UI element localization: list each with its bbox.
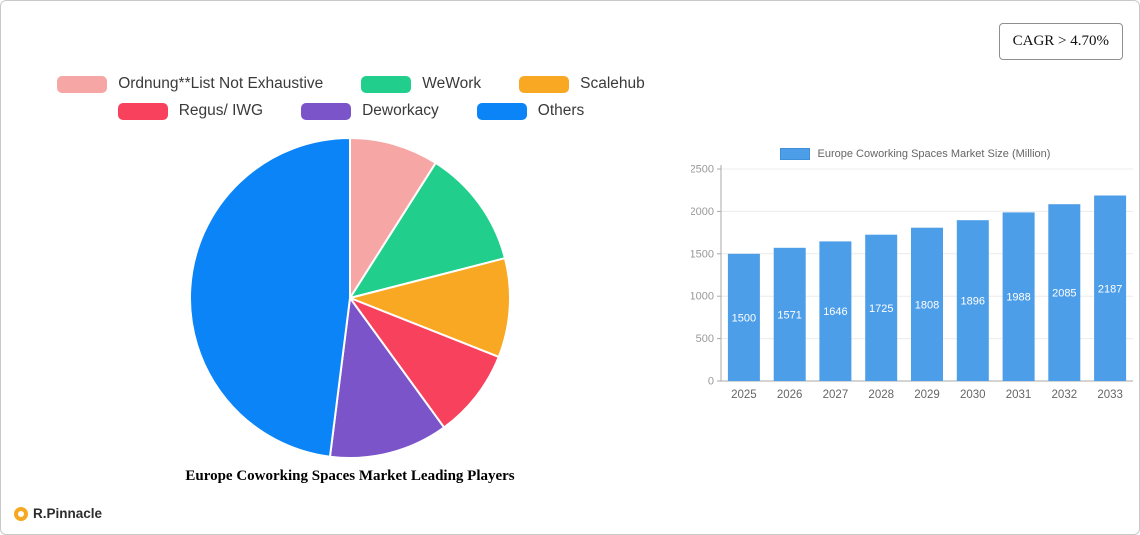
bar-2028 bbox=[865, 234, 898, 381]
bar-2033 bbox=[1094, 195, 1127, 381]
x-tick-label-2030: 2030 bbox=[960, 389, 986, 401]
legend-label-regus-iwg: Regus/ IWG bbox=[178, 102, 264, 119]
legend-label-ordnung-list-not-exhaustive: Ordnung**List Not Exhaustive bbox=[118, 75, 324, 92]
bar-value-label-2030: 1896 bbox=[961, 296, 985, 308]
x-tick-label-2027: 2027 bbox=[823, 389, 849, 401]
x-tick-label-2031: 2031 bbox=[1006, 389, 1032, 401]
x-tick-label-2032: 2032 bbox=[1052, 389, 1078, 401]
y-tick-label-0: 0 bbox=[708, 376, 714, 388]
legend-label-deworkacy: Deworkacy bbox=[362, 102, 439, 119]
pie-chart-title: Europe Coworking Spaces Market Leading P… bbox=[185, 468, 515, 484]
brand-logo-text: R.Pinnacle bbox=[33, 506, 103, 521]
bar-value-label-2026: 1571 bbox=[777, 309, 801, 321]
y-tick-label-2000: 2000 bbox=[691, 206, 714, 218]
legend-item-scalehub: Scalehub bbox=[519, 75, 645, 93]
pie-slice-others bbox=[188, 137, 351, 458]
pie-chart bbox=[188, 137, 511, 460]
y-tick-label-1500: 1500 bbox=[691, 248, 714, 260]
y-tick-label-1000: 1000 bbox=[691, 291, 714, 303]
bar-value-label-2033: 2187 bbox=[1098, 283, 1122, 295]
bar-2025 bbox=[727, 253, 760, 381]
cagr-badge: CAGR > 4.70% bbox=[998, 23, 1123, 60]
pie-slice-regus-iwg bbox=[349, 297, 500, 429]
legend-swatch-wework bbox=[361, 75, 412, 93]
bar-legend-swatch bbox=[779, 148, 810, 160]
legend-label-scalehub: Scalehub bbox=[580, 75, 645, 92]
bar-value-label-2029: 1808 bbox=[915, 299, 939, 311]
bar-2029 bbox=[911, 227, 943, 381]
bar-2026 bbox=[773, 247, 806, 381]
brand-logo: R.Pinnacle bbox=[14, 506, 102, 521]
bar-value-label-2032: 2085 bbox=[1052, 288, 1076, 300]
bar-value-label-2031: 1988 bbox=[1006, 292, 1030, 304]
y-tick-label-2500: 2500 bbox=[691, 164, 714, 176]
legend-label-others: Others bbox=[537, 102, 585, 119]
pie-legend-row-1: Ordnung**List Not Exhaustive WeWork Scaleh… bbox=[1, 75, 701, 93]
bar-2032 bbox=[1048, 204, 1081, 381]
legend-item-wework: WeWork bbox=[361, 75, 481, 93]
x-tick-label-2026: 2026 bbox=[777, 389, 803, 401]
bar-value-label-2025: 1500 bbox=[732, 312, 756, 324]
brand-logo-icon bbox=[14, 506, 28, 521]
x-tick-label-2029: 2029 bbox=[914, 389, 940, 401]
legend-swatch-ordnung-list-not-exhaustive bbox=[57, 75, 108, 93]
bar-chart: 0 500 1000 1500 2000 2500 1500 2025 1571 2026 1646… bbox=[691, 164, 1133, 401]
bar-chart-legend: Europe Coworking Spaces Market Size (Mil… bbox=[691, 148, 1139, 160]
legend-item-ordnung-list-not-exhaustive: Ordnung**List Not Exhaustive bbox=[57, 75, 323, 93]
legend-item-deworkacy: Deworkacy bbox=[301, 102, 439, 120]
bar-legend-label: Europe Coworking Spaces Market Size (Mil… bbox=[817, 148, 1051, 160]
legend-item-regus-iwg: Regus/ IWG bbox=[117, 102, 264, 120]
pie-slice-ordnung-list-not-exhaustive bbox=[349, 137, 437, 299]
pie-legend: Ordnung**List Not Exhaustive WeWork Scaleh… bbox=[1, 75, 701, 129]
pie-legend-row-2: Regus/ IWG Deworkacy Others bbox=[1, 102, 701, 120]
legend-swatch-regus-iwg bbox=[117, 102, 168, 120]
x-tick-label-2025: 2025 bbox=[731, 389, 757, 401]
pie-slice-scalehub bbox=[349, 257, 511, 358]
x-tick-label-2028: 2028 bbox=[868, 389, 894, 401]
legend-item-others: Others bbox=[476, 102, 585, 120]
pie-slice-deworkacy bbox=[328, 297, 446, 460]
legend-swatch-others bbox=[476, 102, 527, 120]
bar-2031 bbox=[1002, 212, 1035, 381]
legend-label-wework: WeWork bbox=[422, 75, 482, 92]
legend-swatch-deworkacy bbox=[301, 102, 352, 120]
legend-swatch-scalehub bbox=[519, 75, 570, 93]
bar-value-label-2028: 1725 bbox=[869, 303, 893, 315]
bar-2030 bbox=[956, 220, 989, 381]
bar-2027 bbox=[819, 241, 852, 381]
x-tick-label-2033: 2033 bbox=[1097, 389, 1123, 401]
pie-slice-wework bbox=[349, 161, 506, 299]
y-tick-label-500: 500 bbox=[696, 333, 714, 345]
bar-value-label-2027: 1646 bbox=[823, 306, 847, 318]
